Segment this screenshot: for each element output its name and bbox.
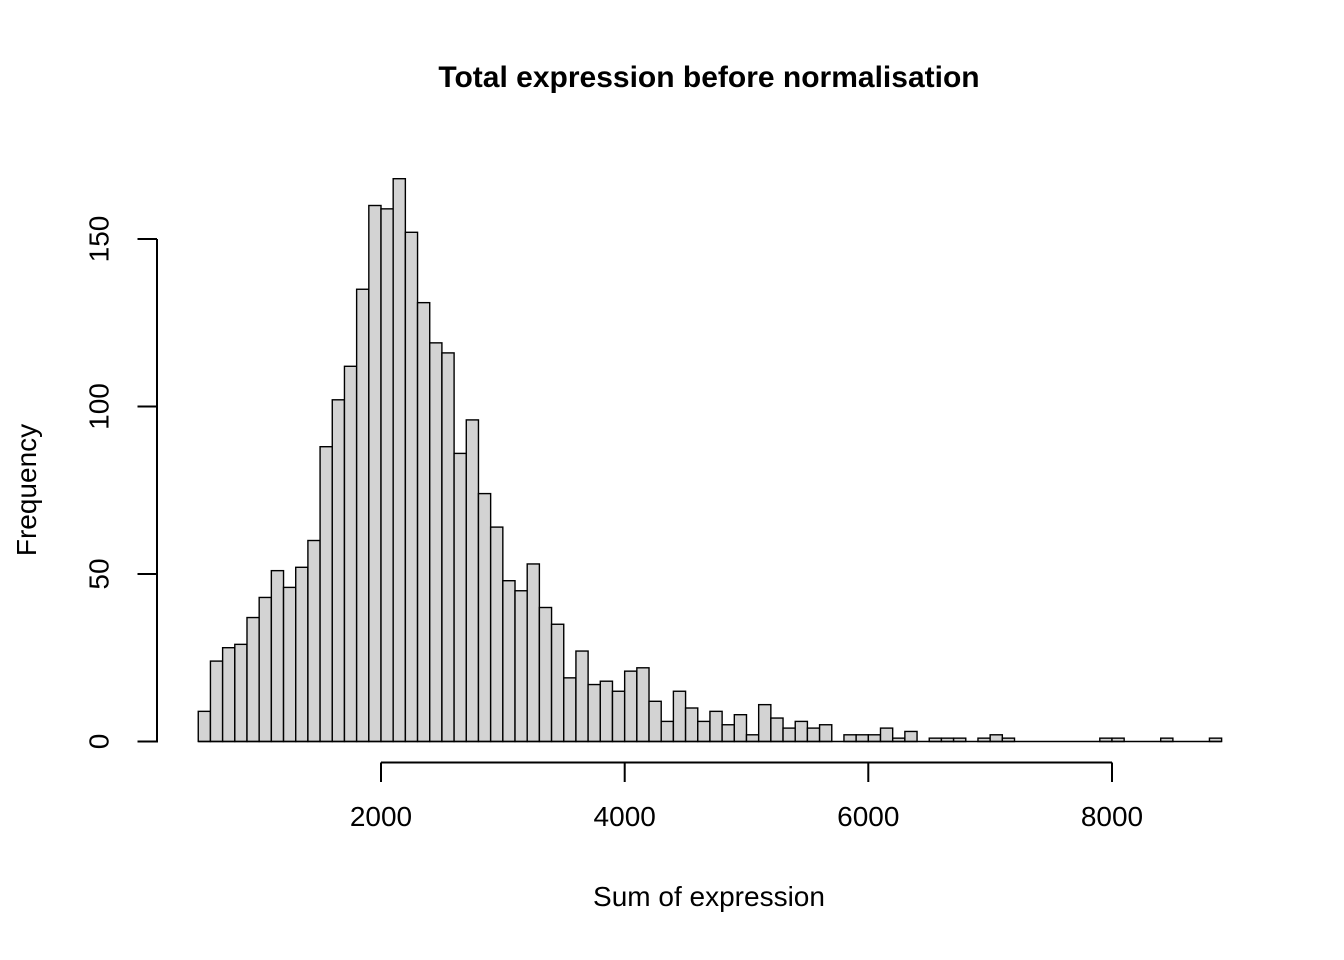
histogram-bar — [660, 720, 675, 743]
y-tick-label: 50 — [84, 558, 115, 589]
histogram-bar — [599, 680, 614, 743]
histogram-bar — [392, 177, 407, 743]
histogram-bar — [404, 231, 419, 743]
histogram-bar — [319, 446, 333, 743]
histogram-bar — [441, 352, 455, 743]
histogram-bar — [623, 670, 638, 743]
histogram-bar — [721, 724, 735, 743]
histogram-bar — [538, 606, 553, 743]
histogram-bar — [343, 365, 358, 743]
histogram-bar — [733, 714, 748, 743]
histogram-bar — [429, 342, 443, 743]
x-tick-label: 2000 — [350, 801, 412, 832]
histogram-bar — [575, 650, 589, 743]
histogram-bar — [843, 734, 857, 743]
histogram-bar — [709, 710, 723, 743]
x-tick-label: 4000 — [594, 801, 656, 832]
histogram-bar — [587, 683, 601, 743]
histogram-bar — [380, 208, 394, 743]
histogram-bar — [697, 720, 711, 743]
y-tick-label: 100 — [84, 383, 115, 430]
histogram-bar — [794, 720, 809, 743]
histogram-bar — [684, 707, 699, 743]
histogram-bar — [806, 727, 821, 743]
histogram-bar — [672, 690, 687, 743]
histogram-bar — [757, 703, 772, 743]
histogram-bar — [270, 569, 285, 743]
histogram-bar — [648, 700, 662, 743]
histogram-bar — [307, 539, 321, 743]
histogram-bar — [282, 586, 297, 743]
histogram-bar — [782, 727, 796, 743]
histogram-bar — [514, 590, 528, 743]
histogram-bar — [611, 690, 626, 743]
histogram-bar — [355, 288, 370, 743]
x-tick-label: 6000 — [837, 801, 899, 832]
histogram-bar — [989, 734, 1004, 743]
histogram-bar — [770, 717, 784, 743]
histogram-bar — [246, 616, 260, 743]
histogram-bar — [818, 724, 833, 743]
histogram-bar — [855, 734, 870, 743]
histogram-bar — [502, 580, 516, 743]
chart-title: Total expression before normalisation — [438, 61, 980, 94]
histogram-bar — [295, 566, 309, 743]
histogram-bar — [636, 667, 650, 743]
y-tick-label: 0 — [84, 734, 115, 750]
histogram-bar — [209, 660, 224, 743]
histogram-bar — [526, 563, 541, 743]
histogram-bar — [453, 452, 467, 743]
histogram-bar — [879, 727, 894, 743]
histogram-bar — [331, 399, 346, 743]
histogram-bar — [867, 734, 882, 743]
x-tick-label: 8000 — [1081, 801, 1143, 832]
y-tick-label: 150 — [84, 216, 115, 263]
histogram-bar — [368, 204, 382, 743]
histogram-bar — [258, 596, 273, 743]
histogram-bar — [465, 419, 480, 743]
histogram-bar — [550, 623, 565, 743]
histogram-bar — [221, 647, 236, 743]
histogram-bar — [563, 677, 577, 743]
histogram-bar — [477, 492, 492, 743]
histogram-bar — [904, 730, 918, 743]
x-axis-label: Sum of expression — [593, 881, 825, 912]
histogram-bar — [489, 526, 504, 743]
histogram-bar — [234, 643, 248, 743]
histogram-bar — [197, 710, 212, 743]
histogram-bar — [745, 734, 760, 743]
histogram-bar — [416, 301, 431, 743]
